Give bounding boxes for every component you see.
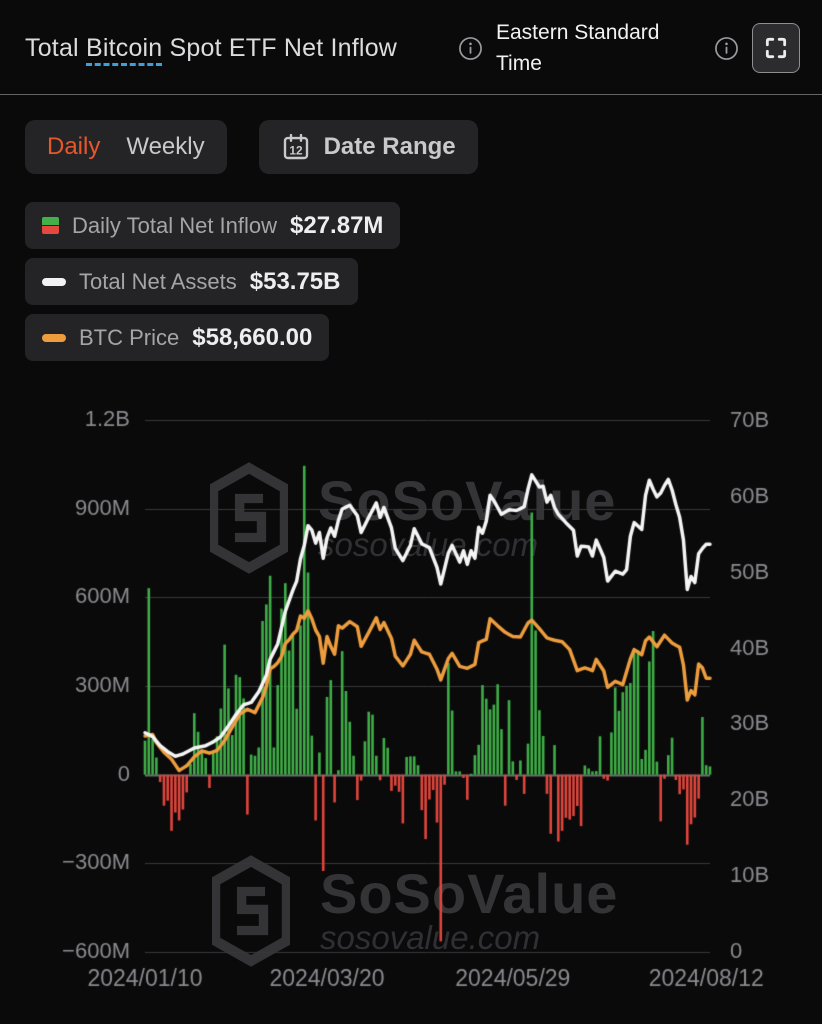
etf-inflow-chart[interactable] [0, 0, 822, 1024]
